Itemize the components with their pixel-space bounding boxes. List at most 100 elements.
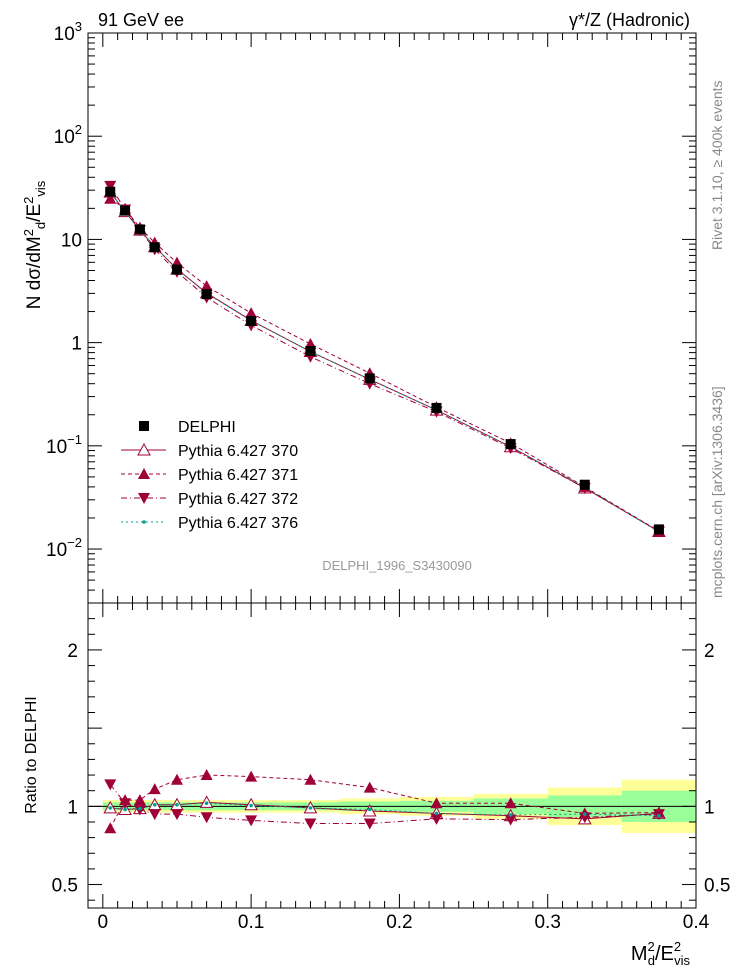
data-point: [104, 180, 117, 192]
y-tick-label: 10−2: [46, 535, 82, 561]
ratio-point: [504, 797, 517, 809]
y-tick-exponent: −2: [67, 535, 82, 550]
data-point: [364, 373, 375, 384]
ratio-point: [434, 811, 439, 816]
ratio-y-tick-label-left: 0.5: [52, 876, 78, 897]
data-point: [505, 439, 516, 450]
ratio-frame: [87, 602, 697, 909]
ratio-point: [430, 813, 443, 825]
ratio-y-tick-label-right: 2: [704, 641, 715, 662]
ratio-y-ticks: 0.5 0.5 1 1 2 2: [52, 602, 730, 901]
legend-label: DELPHI: [178, 419, 236, 436]
legend-marker: [138, 493, 150, 504]
x-tick-label: 0.4: [683, 912, 710, 933]
ratio-x-ticks: 0 0.1 0.2 0.3 0.4: [98, 603, 710, 933]
ratio-point: [363, 818, 376, 830]
legend-marker: [138, 468, 150, 479]
main-series-layer: [103, 180, 666, 538]
y-tick-exponent: 2: [75, 122, 82, 137]
main-panel: 10−2 10−1 1 10 102 103 DELPHI_1996_S3430090 N…: [21, 19, 697, 604]
data-point: [305, 345, 316, 356]
ratio-point: [304, 773, 317, 785]
legend-label: Pythia 6.427 376: [178, 515, 298, 532]
data-point: [579, 479, 590, 490]
y-tick-exponent: 3: [75, 19, 82, 34]
legend-marker: [142, 520, 146, 524]
data-point: [134, 224, 145, 235]
watermark: DELPHI_1996_S3430090: [322, 558, 472, 573]
ratio-point: [200, 812, 213, 824]
ratio-point: [133, 794, 146, 806]
data-point: [105, 186, 116, 197]
ratio-point: [245, 815, 258, 827]
data-point: [120, 205, 131, 216]
y-tick-label: 103: [54, 19, 82, 45]
data-point: [653, 524, 664, 535]
data-point: [245, 307, 258, 319]
legend: DELPHI Pythia 6.427 370 Pythia 6.427 371 Py…: [121, 419, 298, 532]
x-tick-label: 0.1: [238, 912, 264, 933]
mcplots-label: mcplots.cern.ch [arXiv:1306.3436]: [709, 386, 725, 598]
ratio-point: [170, 809, 183, 821]
ratio-point: [119, 798, 132, 810]
ratio-y-tick-label-left: 1: [67, 797, 78, 818]
x-tick-label: 0.2: [386, 912, 412, 933]
legend-label: Pythia 6.427 371: [178, 467, 298, 484]
ratio-point: [200, 769, 213, 781]
ratio-point: [175, 802, 179, 807]
ratio-point: [304, 818, 317, 830]
legend-marker: [139, 421, 149, 431]
ratio-point: [108, 806, 113, 810]
data-point: [246, 315, 257, 326]
legend-label: Pythia 6.427 370: [178, 443, 298, 460]
legend-marker: [137, 442, 151, 456]
ratio-point: [152, 802, 157, 807]
ratio-point: [582, 812, 587, 816]
data-point: [201, 289, 212, 300]
header-left: 91 GeV ee: [98, 10, 184, 30]
ratio-point: [204, 801, 209, 806]
ratio-point: [367, 807, 372, 812]
ratio-point: [245, 770, 258, 782]
x-tick-label: 0.3: [534, 912, 560, 933]
y-tick-exponent: −1: [67, 432, 82, 447]
y-tick-label: 102: [54, 122, 82, 148]
ratio-point: [308, 806, 313, 810]
data-point: [104, 192, 117, 204]
data-point: [149, 242, 160, 253]
ratio-point: [578, 812, 591, 824]
ratio-point: [430, 797, 443, 809]
y-tick-label: 1: [71, 334, 82, 355]
ratio-point: [138, 806, 142, 811]
main-y-axis-label: N dσ/dM2d/E2vis: [21, 180, 48, 309]
ratio-point: [104, 822, 117, 834]
ratio-point: [657, 813, 661, 818]
data-point: [171, 264, 182, 275]
ratio-series-layer: [88, 769, 696, 834]
data-point: [431, 402, 442, 413]
ratio-point: [249, 803, 253, 808]
header-right: γ*/Z (Hadronic): [569, 10, 690, 30]
ratio-point: [148, 783, 161, 795]
rivet-label: Rivet 3.1.10, ≥ 400k events: [709, 80, 725, 250]
ratio-point: [148, 809, 161, 821]
ratio-point: [104, 779, 117, 791]
ratio-point: [170, 773, 183, 785]
data-point: [200, 280, 213, 292]
x-axis-label: M2 d/E2 vis: [631, 939, 691, 968]
ratio-point: [123, 807, 127, 812]
ratio-point: [508, 813, 513, 817]
ratio-point: [504, 814, 517, 826]
ratio-panel: 0.5 0.5 1 1 2 2 0 0.1 0.2 0.3 0.4 Ratio to DELPHI…: [23, 602, 730, 968]
ratio-point: [363, 781, 376, 793]
main-y-ticks: 10−2 10−1 1 10 102 103: [46, 19, 696, 604]
ratio-y-tick-label-right: 1: [704, 797, 715, 818]
ratio-y-tick-label-left: 2: [67, 641, 78, 662]
y-tick-label: 10−1: [46, 432, 82, 458]
ratio-y-tick-label-right: 0.5: [704, 876, 730, 897]
y-tick-label: 10: [61, 230, 82, 251]
legend-label: Pythia 6.427 372: [178, 491, 298, 508]
main-x-ticks: [102, 33, 697, 603]
x-tick-label: 0: [98, 912, 109, 933]
